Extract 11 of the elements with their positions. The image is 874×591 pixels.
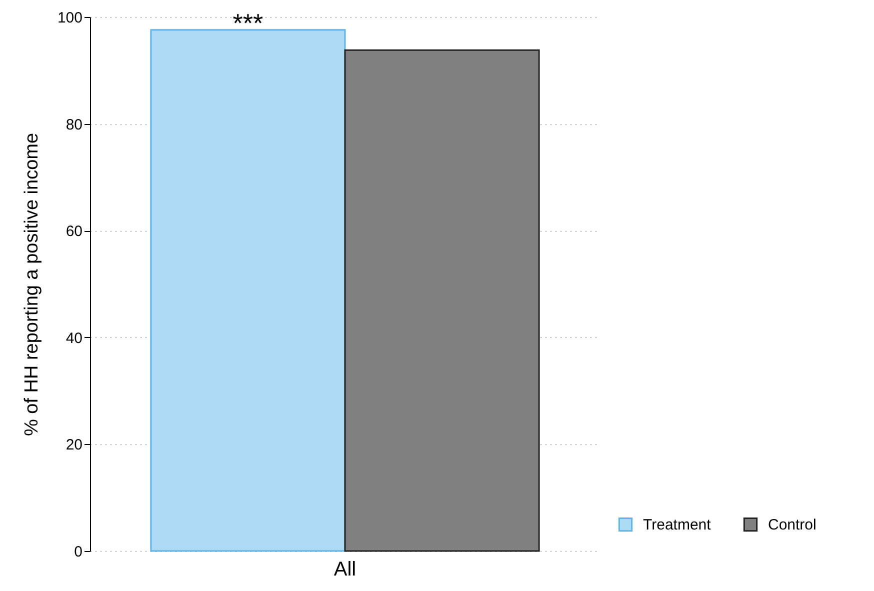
y-tick-label: 60 [66,223,82,240]
y-tick-label: 100 [57,10,82,26]
y-tick-label: 40 [66,330,82,347]
x-tick-label: All [334,558,356,580]
y-tick-label: 80 [66,116,82,134]
legend-label: Treatment [643,516,712,534]
y-axis-title: % of HH reporting a positive income [21,132,42,436]
legend-label: Control [768,516,816,534]
y-tick-label: 0 [74,544,82,560]
annotation: *** [232,8,264,38]
y-tick-label: 20 [66,436,82,454]
